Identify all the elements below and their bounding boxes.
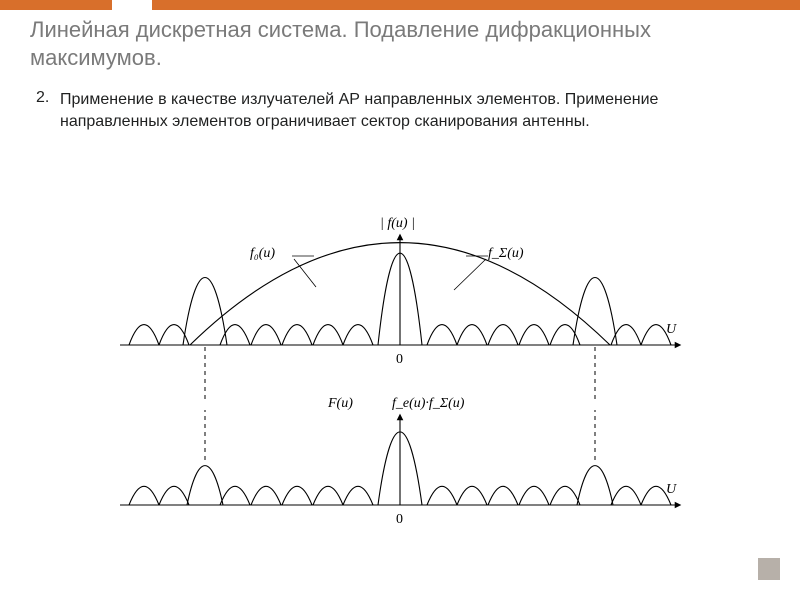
svg-text:U: U — [666, 482, 677, 497]
svg-text:f_е(u)·f_Σ(u): f_е(u)·f_Σ(u) — [392, 396, 465, 411]
body-area: 2. Применение в качестве излучателей АР … — [0, 71, 800, 132]
svg-text:F(u): F(u) — [327, 396, 353, 411]
accent-topbar — [0, 0, 800, 10]
title-area: Линейная дискретная система. Подавление … — [0, 0, 800, 71]
svg-text:0: 0 — [396, 512, 403, 527]
page-number-square — [758, 558, 780, 580]
page-title: Линейная дискретная система. Подавление … — [30, 16, 770, 71]
list-marker: 2. — [36, 89, 49, 107]
topbar-break — [112, 0, 152, 10]
topbar-svg — [0, 0, 800, 10]
slide: Линейная дискретная система. Подавление … — [0, 0, 800, 600]
diffraction-diagram: | f(u) | f₀(u) f_Σ(u) 0 U F(u) f_е(u)·f_Σ(u) 0 U — [80, 215, 720, 535]
diagram-container: | f(u) | f₀(u) f_Σ(u) 0 U F(u) f_е(u)·f_Σ(u) 0 U — [0, 215, 800, 535]
svg-text:0: 0 — [396, 352, 403, 367]
svg-text:U: U — [666, 322, 677, 337]
svg-text:| f(u) |: | f(u) | — [380, 216, 415, 231]
body-paragraph: Применение в качестве излучателей АР нап… — [60, 89, 770, 132]
svg-text:f₀(u): f₀(u) — [250, 246, 275, 261]
svg-text:f_Σ(u): f_Σ(u) — [488, 246, 524, 261]
